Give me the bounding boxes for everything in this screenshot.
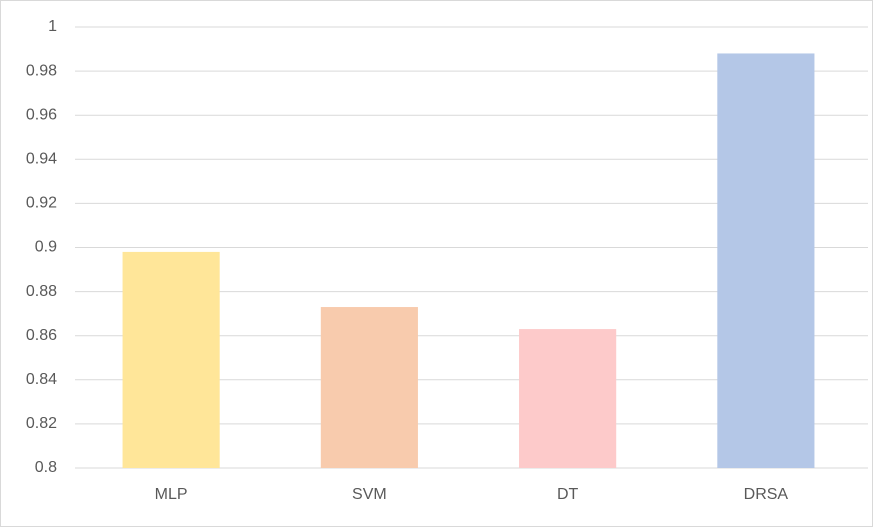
y-tick-label: 0.8	[35, 459, 57, 476]
y-tick-label: 0.94	[26, 151, 57, 168]
bar	[122, 251, 220, 468]
x-tick-label: DRSA	[744, 486, 789, 503]
x-tick-label: SVM	[352, 486, 387, 503]
y-tick-label: 0.98	[26, 62, 57, 79]
y-tick-label: 0.92	[26, 195, 57, 212]
y-tick-label: 0.9	[35, 239, 57, 256]
x-tick-label: MLP	[155, 486, 188, 503]
x-tick-label: DT	[557, 486, 579, 503]
bar	[320, 307, 418, 468]
bar	[519, 329, 617, 468]
y-tick-label: 0.96	[26, 106, 57, 123]
y-tick-label: 1	[48, 18, 57, 35]
y-tick-label: 0.86	[26, 327, 57, 344]
y-tick-label: 0.88	[26, 283, 57, 300]
y-tick-label: 0.84	[26, 371, 57, 388]
bar	[717, 53, 815, 469]
y-tick-label: 0.82	[26, 415, 57, 432]
